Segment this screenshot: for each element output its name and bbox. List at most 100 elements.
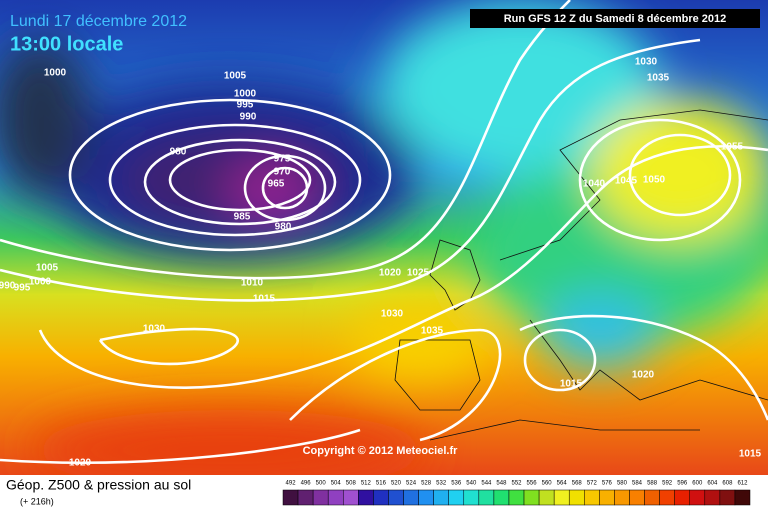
- colorbar-label: 556: [527, 481, 538, 487]
- colorbar-swatch: [493, 489, 510, 506]
- colorbar-swatch: [674, 489, 690, 506]
- isobar-label: 990: [0, 281, 16, 292]
- colorbar-label: 572: [587, 481, 598, 487]
- isobar-label: 1020: [379, 268, 402, 279]
- colorbar-label: 608: [722, 481, 733, 487]
- colorbar-label: 564: [557, 481, 568, 487]
- isobar-label: 1030: [635, 57, 658, 68]
- colorbar-label: 512: [361, 481, 372, 487]
- colorbar-swatch: [373, 489, 389, 506]
- colorbar-swatch: [297, 489, 314, 506]
- colorbar-swatch: [448, 489, 465, 506]
- isobar-label: 1010: [241, 278, 264, 289]
- run-info: Run GFS 12 Z du Samedi 8 décembre 2012: [504, 13, 727, 25]
- colorbar-label: 516: [376, 481, 387, 487]
- coastlines: [394, 109, 768, 441]
- colorbar-swatch: [584, 489, 600, 506]
- colorbar-label: 612: [737, 481, 748, 487]
- colorbar-swatch: [704, 489, 721, 506]
- colorbar-label: 568: [572, 481, 583, 487]
- isobar-label: 1030: [381, 309, 404, 320]
- isobar-label: 1035: [421, 326, 444, 337]
- colorbar-swatch: [403, 489, 419, 506]
- isobar-label: 1000: [44, 68, 67, 79]
- colorbar-label: 520: [391, 481, 402, 487]
- colorbar-label: 552: [511, 481, 522, 487]
- isobar-label: 1030: [143, 324, 166, 335]
- isobar-label: 975: [274, 154, 291, 165]
- isobar-label: 1045: [615, 176, 638, 187]
- copyright: Copyright © 2012 Meteociel.fr: [303, 445, 459, 457]
- isobar-label: 1050: [643, 175, 666, 186]
- colorbar-label: 560: [542, 481, 553, 487]
- date: Lundi 17 décembre 2012: [10, 13, 187, 30]
- colorbar-label: 592: [662, 481, 673, 487]
- colorbar-swatch: [614, 489, 630, 506]
- colorbar-label: 576: [602, 481, 613, 487]
- colorbar-label: 548: [496, 481, 507, 487]
- colorbar-label: 504: [331, 481, 342, 487]
- colorbar-swatch: [312, 489, 329, 506]
- colorbar-label: 536: [451, 481, 462, 487]
- colorbar-swatch: [553, 489, 570, 506]
- colorbar-swatch: [734, 489, 751, 506]
- isobar-label: 1020: [632, 370, 655, 381]
- isobar-label: 1005: [224, 71, 247, 82]
- colorbar-label: 508: [346, 481, 357, 487]
- isobars: [0, 0, 768, 463]
- isobar-label: 1055: [721, 142, 744, 153]
- footer-title: Géop. Z500 & pression au sol: [6, 477, 191, 493]
- isobar-label: 1000: [29, 277, 52, 288]
- colorbar-label: 524: [406, 481, 417, 487]
- colorbar-label: 596: [677, 481, 688, 487]
- colorbar-swatch: [523, 489, 540, 506]
- isobar-label: 1015: [253, 294, 276, 305]
- colorbar-swatch: [538, 489, 555, 506]
- colorbar-swatch: [599, 489, 615, 506]
- colorbar-swatch: [629, 489, 645, 506]
- colorbar-swatch: [418, 489, 434, 506]
- time: 13:00 locale: [10, 33, 123, 55]
- colorbar-label: 540: [466, 481, 477, 487]
- colorbar-label: 584: [632, 481, 643, 487]
- isobar-label: 970: [274, 167, 291, 178]
- isobar-label: 980: [275, 222, 292, 233]
- colorbar-swatch: [508, 489, 525, 506]
- isobar-label: 1015: [739, 449, 762, 460]
- colorbar-swatch: [343, 489, 359, 506]
- colorbar-label: 600: [692, 481, 703, 487]
- isobar-label: 995: [237, 100, 254, 111]
- isobar-label: 990: [240, 112, 257, 123]
- colorbar-swatch: [358, 489, 374, 506]
- colorbar-swatch: [433, 489, 449, 506]
- colorbar-label: 544: [481, 481, 492, 487]
- isobar-label: 985: [234, 212, 251, 223]
- isobar-label: 1015: [560, 379, 583, 390]
- colorbar-swatch: [568, 489, 585, 506]
- colorbar-swatch: [689, 489, 706, 506]
- colorbar-label: 492: [286, 481, 297, 487]
- lead-time: (+ 216h): [20, 496, 54, 506]
- isobar-label: 1000: [234, 89, 257, 100]
- isobar-label: 980: [170, 147, 187, 158]
- colorbar-swatch: [327, 489, 344, 506]
- colorbar-swatch: [719, 489, 736, 506]
- colorbar-swatch: [388, 489, 404, 506]
- colorbar-swatch: [478, 489, 495, 506]
- isobar-label: 995: [14, 283, 31, 294]
- run-box: [470, 9, 760, 28]
- colorbar-label: 532: [436, 481, 447, 487]
- colorbar-label: 604: [707, 481, 718, 487]
- isobar-label: 1035: [647, 73, 670, 84]
- isobar-label: 1020: [69, 458, 92, 469]
- isobar-label: 1040: [583, 179, 606, 190]
- colorbar-label: 588: [647, 481, 658, 487]
- colorbar-swatch: [644, 489, 660, 506]
- colorbar-swatch: [463, 489, 480, 506]
- isobar-label: 1025: [407, 268, 430, 279]
- colorbar-swatch: [282, 489, 299, 506]
- colorbar-label: 500: [316, 481, 327, 487]
- isobar-label: 965: [268, 179, 285, 190]
- isobar-label: 1005: [36, 263, 59, 274]
